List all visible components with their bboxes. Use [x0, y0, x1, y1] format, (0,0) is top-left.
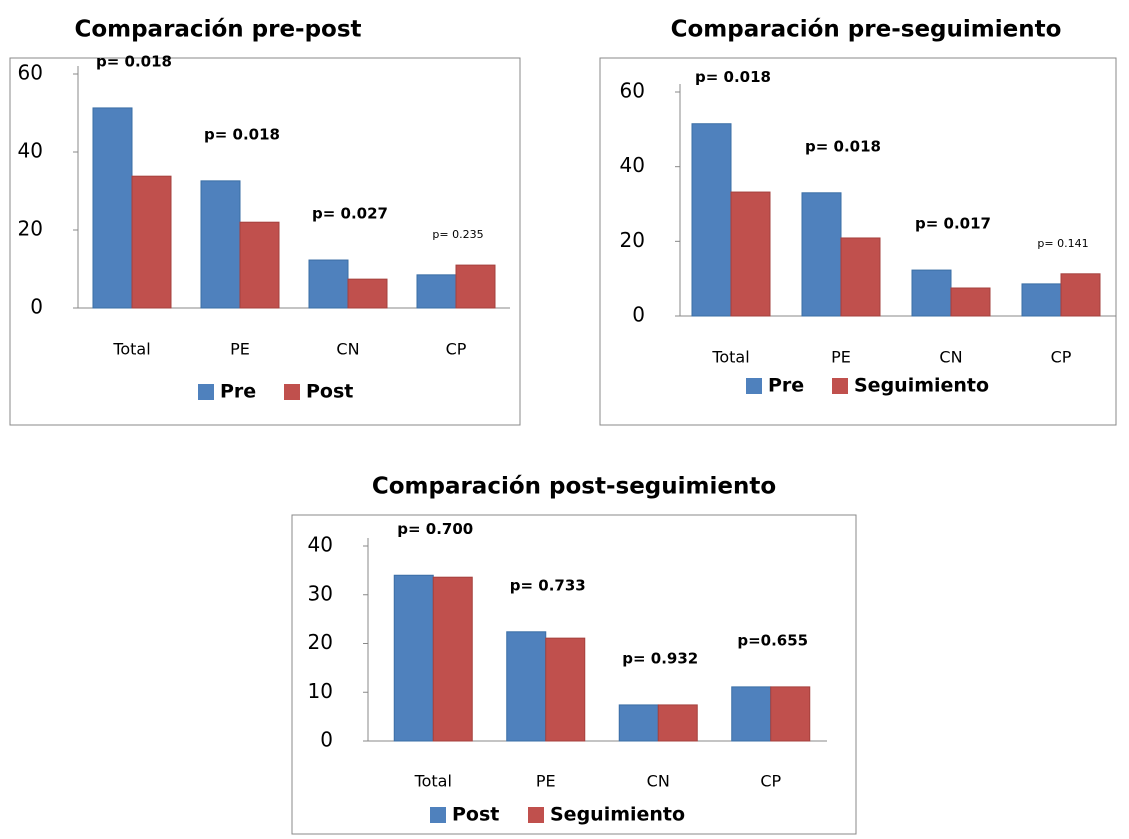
bar [308, 259, 349, 309]
y-tick-label: 0 [30, 295, 43, 319]
x-tick-label: CN [647, 772, 670, 791]
chart-title: Comparación pre-seguimiento [671, 17, 1062, 43]
p-value-label: p= 0.018 [204, 125, 280, 143]
legend-swatch [528, 807, 544, 823]
legend-swatch [284, 384, 300, 400]
bar [200, 180, 241, 309]
y-tick-label: 60 [620, 79, 645, 103]
bar [950, 287, 991, 317]
bar [416, 274, 457, 309]
y-tick-label: 40 [620, 153, 645, 177]
bar [347, 278, 388, 309]
legend-label: Post [306, 381, 353, 403]
x-tick-label: CP [760, 772, 781, 791]
bar [455, 264, 496, 309]
x-tick-label: CN [939, 348, 962, 367]
bar [730, 191, 771, 317]
y-tick-label: 30 [308, 581, 333, 605]
legend-label: Seguimiento [550, 804, 685, 826]
p-value-label: p= 0.018 [695, 68, 771, 86]
bar [618, 704, 659, 742]
legend-swatch [746, 378, 762, 394]
x-tick-label: PE [831, 348, 851, 367]
legend-swatch [430, 807, 446, 823]
y-tick-label: 60 [18, 61, 43, 85]
x-tick-label: PE [230, 340, 250, 359]
x-tick-label: CP [1051, 348, 1072, 367]
y-tick-label: 0 [320, 728, 333, 752]
y-tick-label: 20 [18, 217, 43, 241]
y-tick-label: 40 [308, 533, 333, 557]
x-tick-label: CP [446, 340, 467, 359]
y-tick-label: 10 [308, 679, 333, 703]
bar [506, 631, 547, 742]
bar [691, 123, 732, 317]
x-tick-label: Total [711, 348, 749, 367]
chart-title: Comparación pre-post [74, 17, 361, 43]
bar [239, 221, 280, 309]
bar [131, 175, 172, 309]
p-value-label: p=0.655 [737, 631, 808, 649]
x-tick-label: Total [414, 772, 452, 791]
bar [770, 686, 811, 742]
legend-swatch [832, 378, 848, 394]
bar [1021, 283, 1062, 317]
legend-label: Pre [768, 375, 804, 397]
legend-label: Seguimiento [854, 375, 989, 397]
y-tick-label: 40 [18, 139, 43, 163]
y-tick-label: 0 [632, 303, 645, 327]
y-tick-label: 20 [308, 630, 333, 654]
chart-title: Comparación post-seguimiento [372, 474, 776, 500]
p-value-label: p= 0.235 [432, 228, 483, 241]
p-value-label: p= 0.018 [96, 52, 172, 70]
bar [840, 237, 881, 317]
bar [545, 637, 586, 742]
bar [393, 574, 434, 742]
legend-label: Pre [220, 381, 256, 403]
legend-label: Post [452, 804, 499, 826]
p-value-label: p= 0.932 [622, 649, 698, 667]
p-value-label: p= 0.733 [510, 576, 586, 594]
bar [432, 576, 473, 742]
p-value-label: p= 0.017 [915, 215, 991, 233]
p-value-label: p= 0.018 [805, 137, 881, 155]
bar [1060, 273, 1101, 317]
x-tick-label: CN [336, 340, 359, 359]
bar [731, 686, 772, 742]
legend-swatch [198, 384, 214, 400]
bar [92, 107, 133, 309]
bar [801, 192, 842, 317]
p-value-label: p= 0.027 [312, 205, 388, 223]
x-tick-label: PE [536, 772, 556, 791]
x-tick-label: Total [112, 340, 150, 359]
y-tick-label: 20 [620, 228, 645, 252]
bar [657, 704, 698, 742]
p-value-label: p= 0.700 [397, 520, 473, 538]
p-value-label: p= 0.141 [1037, 237, 1088, 250]
bar [911, 269, 952, 317]
